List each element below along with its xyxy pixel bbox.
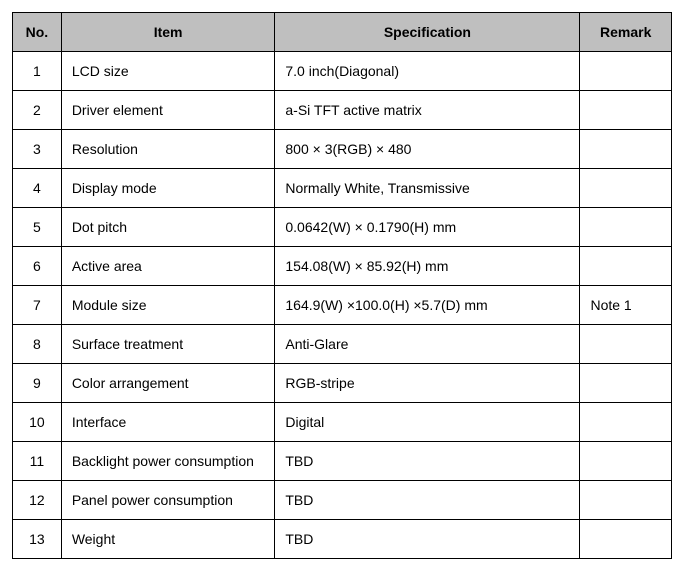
cell-spec: Normally White, Transmissive <box>275 169 580 208</box>
col-header-no: No. <box>13 13 62 52</box>
cell-no: 6 <box>13 247 62 286</box>
table-header-row: No. Item Specification Remark <box>13 13 672 52</box>
col-header-remark: Remark <box>580 13 672 52</box>
cell-remark <box>580 364 672 403</box>
cell-item: Display mode <box>61 169 275 208</box>
cell-spec: 800 × 3(RGB) × 480 <box>275 130 580 169</box>
cell-remark <box>580 403 672 442</box>
cell-no: 11 <box>13 442 62 481</box>
cell-no: 10 <box>13 403 62 442</box>
cell-item: Weight <box>61 520 275 559</box>
cell-remark <box>580 481 672 520</box>
table-row: 11Backlight power consumptionTBD <box>13 442 672 481</box>
cell-spec: 164.9(W) ×100.0(H) ×5.7(D) mm <box>275 286 580 325</box>
cell-item: Color arrangement <box>61 364 275 403</box>
table-row: 3Resolution800 × 3(RGB) × 480 <box>13 130 672 169</box>
cell-remark <box>580 169 672 208</box>
cell-spec: 0.0642(W) × 0.1790(H) mm <box>275 208 580 247</box>
cell-item: Dot pitch <box>61 208 275 247</box>
table-row: 4Display modeNormally White, Transmissiv… <box>13 169 672 208</box>
cell-item: Surface treatment <box>61 325 275 364</box>
cell-item: LCD size <box>61 52 275 91</box>
cell-spec: TBD <box>275 481 580 520</box>
table-row: 12Panel power consumptionTBD <box>13 481 672 520</box>
cell-no: 8 <box>13 325 62 364</box>
cell-remark <box>580 208 672 247</box>
cell-remark <box>580 130 672 169</box>
cell-remark: Note 1 <box>580 286 672 325</box>
cell-no: 12 <box>13 481 62 520</box>
cell-remark <box>580 247 672 286</box>
col-header-item: Item <box>61 13 275 52</box>
cell-spec: RGB-stripe <box>275 364 580 403</box>
table-row: 13WeightTBD <box>13 520 672 559</box>
cell-no: 9 <box>13 364 62 403</box>
cell-item: Module size <box>61 286 275 325</box>
cell-spec: TBD <box>275 442 580 481</box>
cell-no: 13 <box>13 520 62 559</box>
cell-remark <box>580 520 672 559</box>
cell-no: 1 <box>13 52 62 91</box>
cell-item: Driver element <box>61 91 275 130</box>
cell-item: Backlight power consumption <box>61 442 275 481</box>
cell-item: Active area <box>61 247 275 286</box>
cell-item: Interface <box>61 403 275 442</box>
cell-remark <box>580 442 672 481</box>
spec-table: No. Item Specification Remark 1LCD size7… <box>12 12 672 559</box>
table-row: 6Active area154.08(W) × 85.92(H) mm <box>13 247 672 286</box>
cell-remark <box>580 91 672 130</box>
cell-no: 3 <box>13 130 62 169</box>
table-row: 1LCD size7.0 inch(Diagonal) <box>13 52 672 91</box>
table-row: 10InterfaceDigital <box>13 403 672 442</box>
cell-spec: Anti-Glare <box>275 325 580 364</box>
cell-no: 5 <box>13 208 62 247</box>
cell-remark <box>580 325 672 364</box>
cell-spec: a-Si TFT active matrix <box>275 91 580 130</box>
table-row: 8Surface treatmentAnti-Glare <box>13 325 672 364</box>
cell-item: Panel power consumption <box>61 481 275 520</box>
col-header-spec: Specification <box>275 13 580 52</box>
cell-item: Resolution <box>61 130 275 169</box>
table-row: 5Dot pitch0.0642(W) × 0.1790(H) mm <box>13 208 672 247</box>
cell-no: 2 <box>13 91 62 130</box>
cell-remark <box>580 52 672 91</box>
table-row: 9Color arrangementRGB-stripe <box>13 364 672 403</box>
cell-spec: 154.08(W) × 85.92(H) mm <box>275 247 580 286</box>
table-row: 2Driver elementa-Si TFT active matrix <box>13 91 672 130</box>
cell-spec: TBD <box>275 520 580 559</box>
table-row: 7Module size164.9(W) ×100.0(H) ×5.7(D) m… <box>13 286 672 325</box>
cell-spec: 7.0 inch(Diagonal) <box>275 52 580 91</box>
cell-no: 7 <box>13 286 62 325</box>
cell-spec: Digital <box>275 403 580 442</box>
cell-no: 4 <box>13 169 62 208</box>
